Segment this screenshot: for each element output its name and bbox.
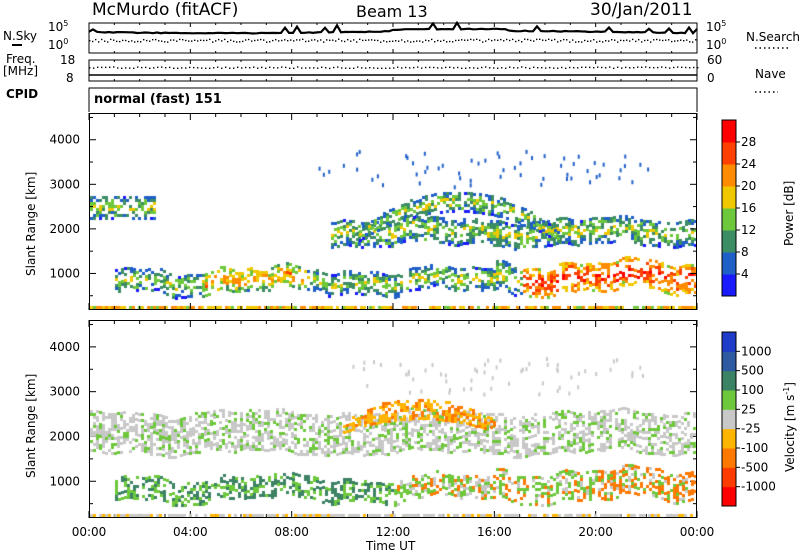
colorbar-tick-label: 24 <box>741 157 756 171</box>
colorbar-swatch <box>722 274 736 297</box>
colorbar-swatch <box>722 252 736 275</box>
colorbar-swatch <box>722 486 736 507</box>
summary-panels <box>12 20 790 112</box>
time-axis-label: Time UT <box>366 539 416 553</box>
colorbar-swatch <box>722 332 736 352</box>
nave-tick-high: 60 <box>707 53 723 67</box>
colorbar-swatch <box>722 142 736 165</box>
ytick-label: 3000 <box>49 385 80 399</box>
nave-tick-low: 0 <box>707 71 715 85</box>
nsearch-trace <box>89 38 697 43</box>
power-colorbar-label: Power [dB] <box>782 180 796 246</box>
velocity-heatmap <box>90 321 696 517</box>
colorbar-tick-label: 20 <box>741 179 756 193</box>
ytick-label: 1000 <box>49 474 80 488</box>
colorbar-tick-label: -1000 <box>741 480 776 494</box>
date-title: 30/Jan/2011 <box>590 0 693 20</box>
colorbar-swatch <box>722 186 736 209</box>
freq-label-1: Freq. <box>6 52 36 66</box>
power-ylabel-rot: Slant Range [km] <box>24 171 38 276</box>
freq-tick-high: 18 <box>60 53 76 67</box>
ytick-label: 2000 <box>49 429 80 443</box>
freq-label-2: [MHz] <box>3 64 39 78</box>
colorbar-swatch <box>722 230 736 253</box>
colorbar-swatch <box>722 390 736 410</box>
colorbar-tick-label: 8 <box>741 245 749 259</box>
xtick-label: 00:00 <box>72 525 107 539</box>
colorbar-swatch <box>722 428 736 449</box>
ytick-label: 4000 <box>49 133 80 147</box>
cpid-value: normal (fast) 151 <box>94 92 222 107</box>
colorbar-swatch <box>722 467 736 488</box>
colorbar-swatch <box>722 351 736 372</box>
scale-low-left: 100 <box>48 37 69 52</box>
colorbar-tick-label: -100 <box>741 441 768 455</box>
colorbar-swatch <box>722 409 736 430</box>
colorbar-tick-label: -25 <box>741 422 761 436</box>
ytick-label: 2000 <box>49 222 80 236</box>
colorbar-tick-label: 500 <box>741 364 764 378</box>
beam-title: Beam 13 <box>356 2 428 21</box>
colorbar-tick-label: 28 <box>741 135 756 149</box>
nave-label: Nave <box>755 67 786 81</box>
power-heatmap <box>90 114 696 309</box>
colorbar-tick-label: 25 <box>741 402 756 416</box>
scale-high-left: 105 <box>48 19 69 34</box>
colorbar-tick-label: 1000 <box>741 344 772 358</box>
cpid-label: CPID <box>6 87 39 101</box>
nsky-label: N.Sky <box>3 29 38 43</box>
cpid-panel <box>88 87 698 112</box>
colorbar-tick-label: 16 <box>741 201 756 215</box>
ytick-label: 4000 <box>49 340 80 354</box>
ytick-label: 3000 <box>49 177 80 191</box>
xtick-label: 12:00 <box>376 525 411 539</box>
velocity-panel <box>89 320 697 518</box>
xtick-label: 04:00 <box>173 525 208 539</box>
power-panel <box>89 113 697 310</box>
velocity-ylabel: Slant Range [km] <box>24 373 38 478</box>
colorbar-tick-label: 12 <box>741 223 756 237</box>
velocity-colorbar-label: Velocity [m s-1] <box>782 382 797 472</box>
nsearch-label: N.Search <box>746 30 800 44</box>
nave-trace <box>89 66 699 70</box>
colorbar-swatch <box>722 120 736 143</box>
ytick-label: 1000 <box>49 266 80 280</box>
xtick-label: 00:00 <box>680 525 715 539</box>
colorbar-tick-label: 100 <box>741 383 764 397</box>
xtick-label: 20:00 <box>578 525 613 539</box>
scale-high-right: 105 <box>706 19 727 34</box>
colorbar-tick-label: 4 <box>741 267 749 281</box>
colorbar-swatch <box>722 448 736 468</box>
colorbar-swatch <box>722 164 736 187</box>
nsky-trace <box>88 20 698 35</box>
scale-low-right: 100 <box>706 37 727 52</box>
freq-tick-low: 8 <box>66 71 74 85</box>
colorbar-swatch <box>722 370 736 391</box>
colorbar-swatch <box>722 208 736 231</box>
xtick-label: 16:00 <box>477 525 512 539</box>
colorbar-tick-label: -500 <box>741 460 768 474</box>
xtick-label: 08:00 <box>274 525 309 539</box>
station-title: McMurdo (fitACF) <box>92 0 239 20</box>
